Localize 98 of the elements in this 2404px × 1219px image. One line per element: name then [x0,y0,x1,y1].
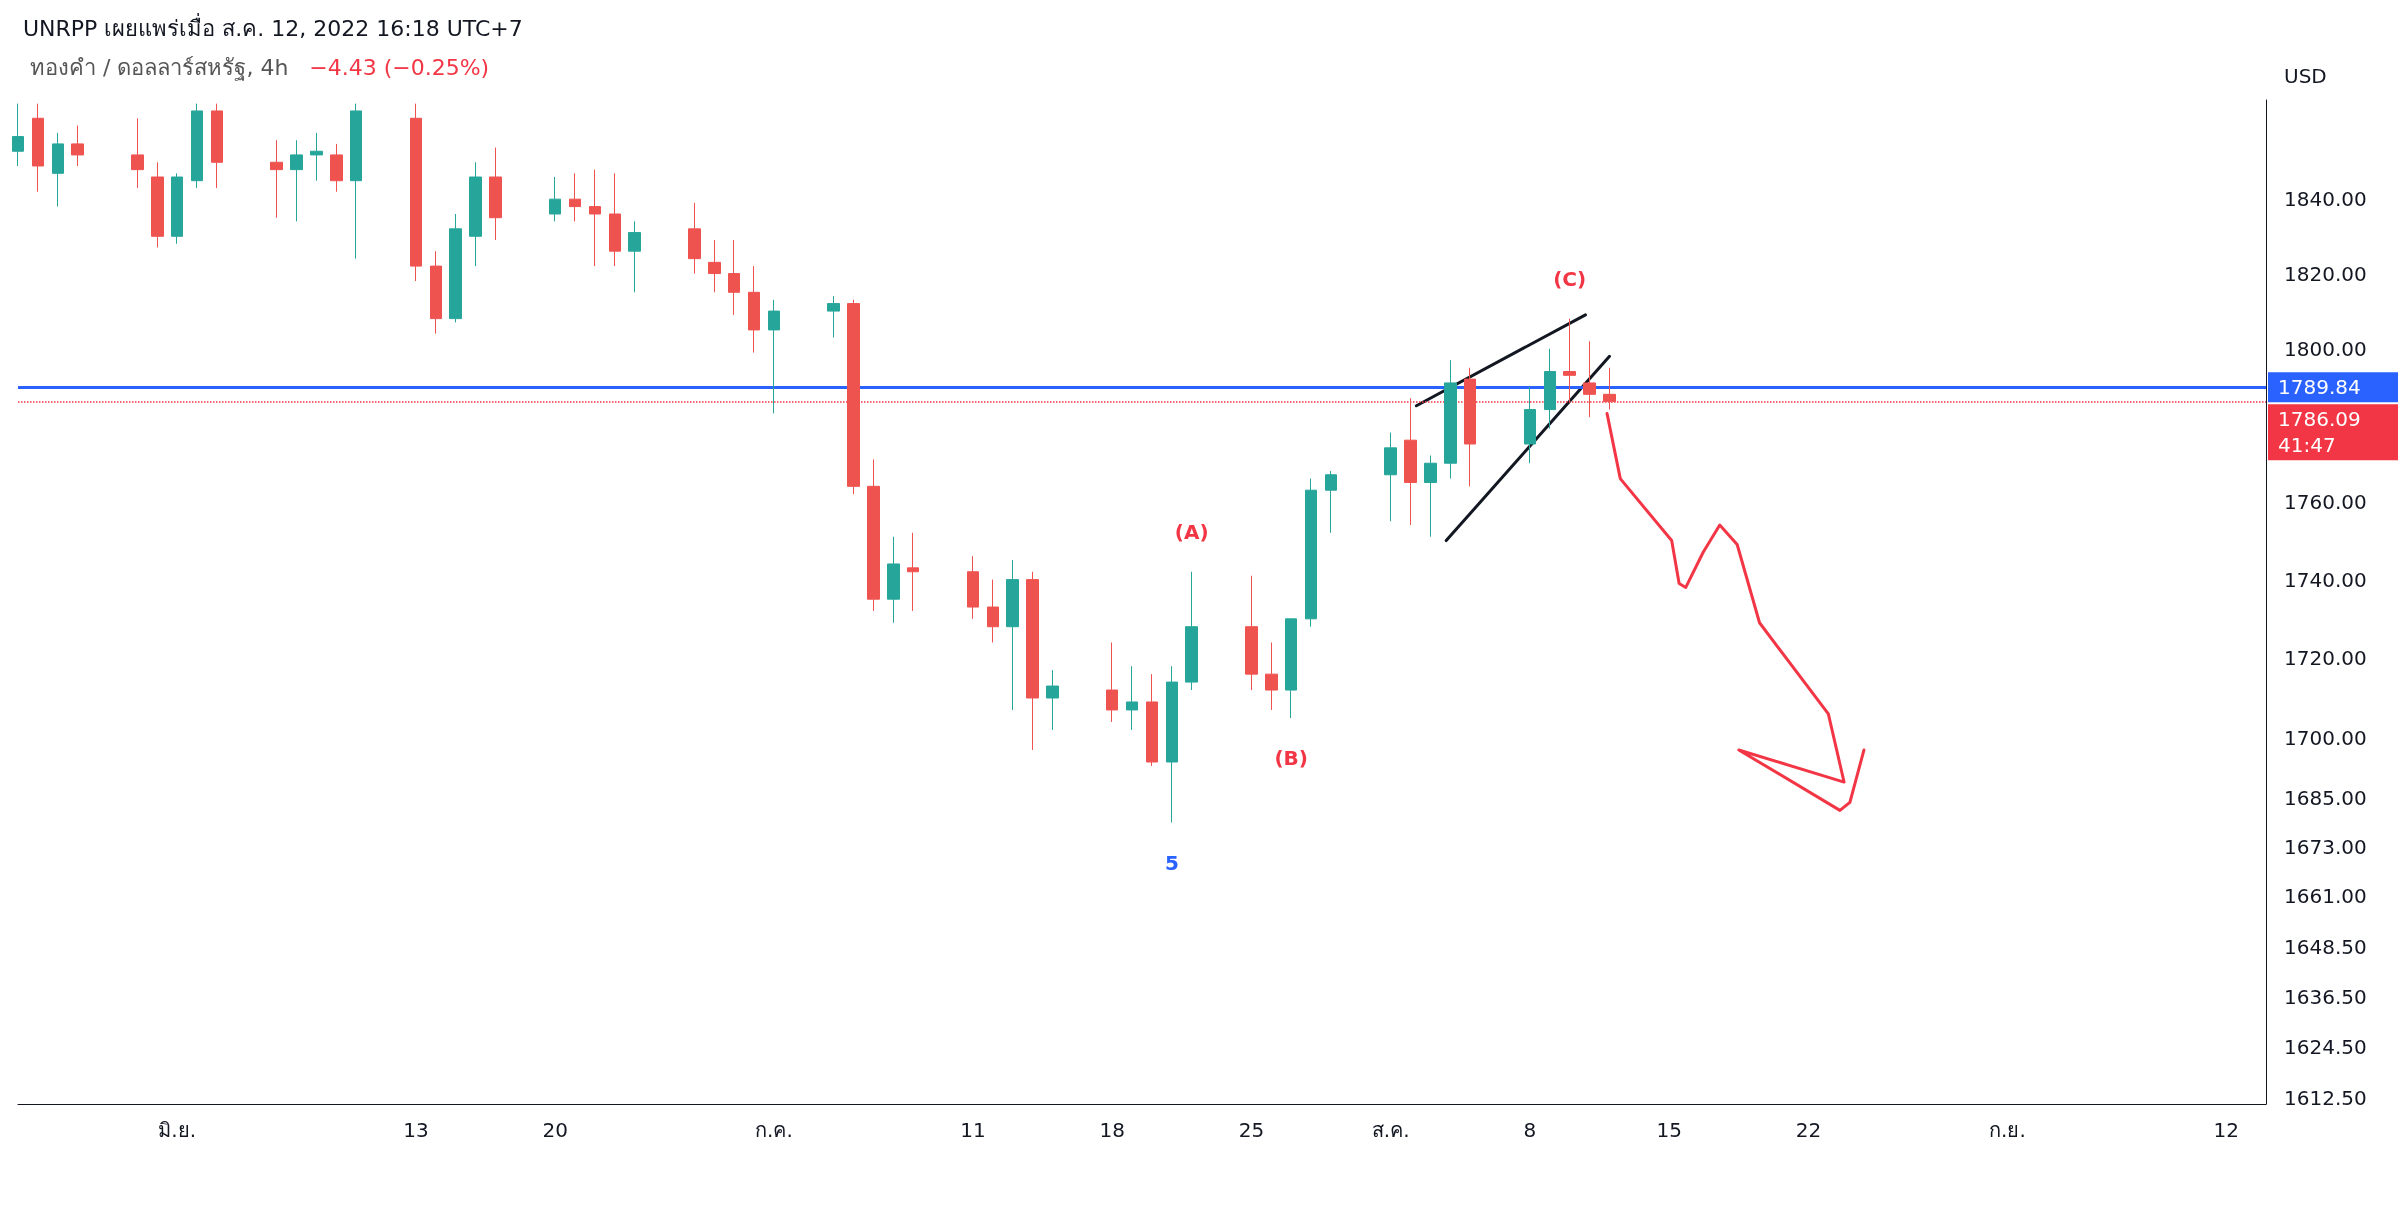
y-axis-title: USD [2284,64,2327,88]
text: 41:47 [2278,433,2336,458]
y-tick-label: 1720.00 [2284,646,2367,671]
y-tick-label: 1612.50 [2284,1085,2367,1110]
y-tick-label: 1685.00 [2284,786,2367,811]
x-tick-label: 15 [1656,1118,1682,1142]
candlestick [549,176,561,222]
candlestick [310,132,323,182]
candlestick [430,250,442,335]
x-tick-label: 22 [1795,1118,1822,1142]
chart-title: UNRPP เผยแพร่เมื่อ ส.ค. 12, 2022 16:18 UTC+7 [23,12,523,41]
annotation: (A) [1174,519,1209,544]
candlestick [1424,455,1437,538]
y-tick-label: 1661.00 [2284,883,2367,908]
x-tick-label: 12 [2213,1118,2239,1142]
candlestick [1563,318,1576,403]
candlestick [350,103,362,260]
x-tick-label: 20 [542,1118,568,1142]
x-tick-label: 8 [1523,1118,1537,1142]
annotation: 5 [1164,850,1179,875]
candlestick [211,103,223,189]
candlestick [191,103,203,189]
candlestick [1285,618,1297,719]
candlestick [71,125,84,167]
candlestick [1245,575,1258,691]
candlestick [1305,478,1317,628]
candlestick [708,239,721,293]
candlestick [171,172,183,245]
candlestick [12,103,24,167]
candlestick [52,132,64,208]
candlestick [768,299,780,414]
candlestick [569,172,581,222]
candlestick [907,532,919,612]
x-tick-label: ก.ค. [755,1118,793,1142]
candlestick [1603,367,1616,411]
candlestick [469,161,482,267]
candlestick [1106,641,1118,723]
candlestick [1325,470,1337,534]
candlestick [867,458,880,612]
y-tick-label: 1800.00 [2284,336,2367,361]
candlestick [1464,367,1476,487]
x-tick-label: 11 [960,1118,986,1142]
candlestick [131,117,144,189]
candlestick [628,220,641,293]
y-tick-label: 1700.00 [2284,725,2367,750]
y-tick-label: 1820.00 [2284,261,2367,286]
y-tick-label: 1624.50 [2284,1035,2367,1060]
candlestick [151,161,164,248]
candlestick [987,579,999,643]
candlestick [1444,359,1457,480]
candlestick [589,169,601,267]
candlestick [1384,432,1397,522]
ref-line-label: 1786.09 [2278,407,2361,432]
candlestick [1265,641,1278,711]
chart-subtitle: ทองคำ / ดอลลาร์สหรัฐ, 4h [30,54,310,81]
candlestick [1026,571,1039,751]
candlestick [1126,665,1138,731]
y-tick-label: 1740.00 [2284,567,2367,592]
y-tick-label: 1840.00 [2284,187,2367,212]
candlestick [449,213,462,323]
candlestick [609,172,621,267]
candlestick [1524,386,1536,464]
x-tick-label: ส.ค. [1371,1118,1410,1142]
candlestick [1404,397,1417,526]
candlestick [967,555,979,620]
candlestick [1046,669,1059,731]
line-series [1605,411,1866,812]
y-tick-label: 1673.00 [2284,834,2367,859]
candlestick [32,103,44,193]
candlestick [827,295,840,338]
candlestick [688,202,701,275]
candlestick [847,299,860,495]
candlestick [748,265,760,354]
x-tick-label: 13 [403,1118,429,1142]
x-tick-label: มิ.ย. [158,1118,197,1142]
candlestick [330,143,343,193]
y-tick-label: 1636.50 [2284,985,2367,1010]
candlestick [1006,559,1019,711]
candlestick [410,103,422,282]
candlestick [1544,348,1556,430]
candlestick [270,139,283,219]
ref-line-label: 1789.84 [2278,375,2361,400]
candlestick [1583,340,1596,418]
x-tick-label: ก.ย. [1989,1118,2026,1142]
text: −4.43 (−0.25%) [309,54,490,80]
candlestick [1166,665,1178,824]
candlestick [290,139,303,222]
candlestick [887,536,900,624]
candlestick [1146,673,1158,767]
y-tick-label: 1760.00 [2284,489,2367,514]
annotation: (C) [1553,266,1587,291]
x-tick-label: 25 [1238,1118,1265,1142]
x-tick-label: 18 [1099,1118,1125,1142]
candlestick [1185,571,1198,691]
annotation: (B) [1274,745,1308,770]
candlestick [489,147,502,241]
y-tick-label: 1648.50 [2284,935,2367,960]
candlestick [728,239,740,316]
